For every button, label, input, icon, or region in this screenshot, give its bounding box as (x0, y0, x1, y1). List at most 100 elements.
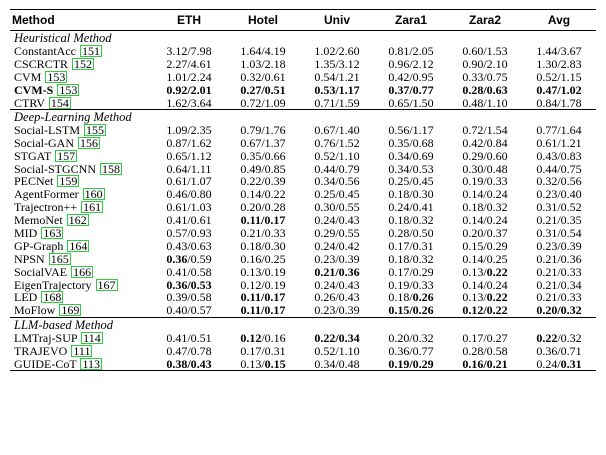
metric-cell-eth: 0.46/0.80 (166, 187, 212, 202)
citation-link[interactable]: 157 (55, 148, 78, 163)
citation-link[interactable]: 153 (45, 69, 68, 84)
metric-cell-eth: 2.27/4.61 (166, 56, 212, 71)
metric-cell-eth: 0.92/2.01 (166, 82, 212, 97)
metric-cell-hotel: 0.16/0.25 (240, 251, 286, 266)
method-name: CVM (14, 69, 42, 84)
metric-cell-zara1: 0.24/0.41 (388, 200, 434, 215)
metric-cell-univ: 0.23/0.39 (314, 303, 360, 318)
metric-cell-zara1: 0.42/0.95 (388, 69, 434, 84)
metric-cell-univ: 0.29/0.55 (314, 226, 360, 241)
citation-link[interactable]: 163 (41, 226, 64, 241)
metric-cell-zara2: 0.42/0.84 (462, 135, 508, 150)
citation-link[interactable]: 159 (57, 174, 80, 189)
metric-cell-avg: 0.84/1.78 (536, 95, 582, 110)
column-header-zara2: Zara2 (448, 9, 522, 31)
metric-cell-avg: 0.22/0.32 (536, 330, 582, 345)
method-name-cell: Trajectron++ 161 (10, 201, 152, 214)
metric-cell-eth: 3.12/7.98 (166, 43, 212, 58)
method-name-cell: CSCRCTR 152 (10, 57, 152, 70)
method-name: GP-Graph (14, 238, 64, 253)
citation-link[interactable]: 155 (84, 122, 106, 137)
metric-cell-hotel: 0.12/0.19 (240, 277, 286, 292)
method-name: EigenTrajectory (14, 277, 92, 292)
metric-cell-hotel: 0.49/0.85 (240, 161, 286, 176)
citation-link[interactable]: 154 (48, 95, 71, 110)
metric-cell-hotel: 0.11/0.17 (240, 213, 286, 228)
column-header-eth: ETH (152, 9, 226, 31)
metric-cell-avg: 0.23/0.39 (536, 238, 582, 253)
metric-cell-zara2: 0.18/0.32 (462, 200, 508, 215)
table-row: MoFlow 169 0.40/0.57 0.11/0.17 0.23/0.39 0.1… (10, 304, 596, 317)
citation-link[interactable]: 152 (72, 56, 95, 71)
table-row: CTRV 154 1.62/3.64 0.72/1.09 0.71/1.59 0.65/… (10, 96, 596, 109)
metric-cell-eth: 1.09/2.35 (166, 122, 212, 137)
metric-cell-zara2: 0.14/0.24 (462, 213, 508, 228)
metric-cell-zara1: 0.18/0.26 (388, 290, 434, 305)
metric-cell-hotel: 0.12/0.16 (240, 330, 286, 345)
metric-cell-univ: 0.22/0.34 (314, 330, 360, 345)
citation-link[interactable]: 114 (81, 330, 103, 345)
metric-cell-zara2: 0.13/0.22 (462, 264, 508, 279)
metric-cell-zara1: 0.18/0.30 (388, 187, 434, 202)
metric-cell-avg: 0.24/0.31 (522, 357, 596, 371)
metric-cell-eth: 0.41/0.61 (166, 213, 212, 228)
table-row: CSCRCTR 152 2.27/4.61 1.03/2.18 1.35/3.12 0.… (10, 57, 596, 70)
metric-cell-zara1: 0.18/0.32 (388, 213, 434, 228)
citation-link[interactable]: 153 (57, 82, 80, 97)
citation-link[interactable]: 167 (95, 277, 118, 292)
metric-cell-univ: 0.25/0.45 (314, 187, 360, 202)
metric-cell-eth: 0.87/1.62 (166, 135, 212, 150)
metric-cell-hotel: 0.11/0.17 (240, 303, 286, 318)
citation-link[interactable]: 161 (81, 200, 104, 215)
citation-link[interactable]: 166 (71, 264, 94, 279)
table-row: SocialVAE 166 0.41/0.58 0.13/0.19 0.21/0.36… (10, 265, 596, 278)
metric-cell-zara1: 0.25/0.45 (388, 174, 434, 189)
metric-cell-avg: 0.31/0.52 (536, 200, 582, 215)
citation-link[interactable]: 111 (71, 343, 93, 358)
metric-cell-zara2: 0.90/2.10 (462, 56, 508, 71)
metric-cell-zara1: 0.19/0.33 (388, 277, 434, 292)
citation-link[interactable]: 169 (59, 303, 82, 318)
method-name: Social-GAN (14, 135, 74, 150)
citation-link[interactable]: 168 (41, 290, 64, 305)
method-name: LED (14, 290, 38, 305)
metric-cell-avg: 0.31/0.54 (536, 226, 582, 241)
table-row: LED 168 0.39/0.58 0.11/0.17 0.26/0.43 0.18/0… (10, 291, 596, 304)
method-name: NPSN (14, 251, 45, 266)
table-row: MID 163 0.57/0.93 0.21/0.33 0.29/0.55 0.28/0… (10, 227, 596, 240)
citation-link[interactable]: 156 (78, 135, 100, 150)
metric-cell-hotel: 0.20/0.28 (240, 200, 286, 215)
citation-link[interactable]: 151 (80, 43, 102, 58)
metric-cell-zara2: 0.12/0.22 (462, 303, 508, 318)
method-name-cell: GUIDE-CoT 113 (10, 356, 152, 371)
table-row: GP-Graph 164 0.43/0.63 0.18/0.30 0.24/0.42 0… (10, 239, 596, 252)
metric-cell-zara1: 0.81/2.05 (388, 43, 434, 58)
metric-cell-univ: 0.24/0.43 (314, 277, 360, 292)
method-name: Social-STGCNN (14, 161, 96, 176)
citation-link[interactable]: 113 (80, 356, 102, 371)
metric-cell-avg: 0.23/0.40 (536, 187, 582, 202)
section-title: Heuristical Method (10, 30, 596, 45)
citation-link[interactable]: 158 (100, 161, 122, 176)
metric-cell-avg: 0.47/1.02 (536, 82, 582, 97)
metric-cell-univ: 0.67/1.40 (314, 122, 360, 137)
method-name: MoFlow (14, 303, 56, 318)
method-name: LMTraj-SUP (14, 330, 78, 345)
metric-cell-hotel: 1.03/2.18 (240, 56, 286, 71)
metric-cell-zara2: 0.14/0.24 (462, 187, 508, 202)
metric-cell-zara2: 0.29/0.60 (462, 148, 508, 163)
citation-link[interactable]: 164 (67, 238, 90, 253)
metric-cell-avg: 0.21/0.36 (536, 251, 582, 266)
metric-cell-avg: 0.36/0.71 (536, 343, 582, 358)
metric-cell-zara2: 0.19/0.33 (462, 174, 508, 189)
method-name-cell: MID 163 (10, 227, 152, 240)
citation-link[interactable]: 162 (66, 213, 89, 228)
metric-cell-hotel: 0.17/0.31 (240, 343, 286, 358)
citation-link[interactable]: 160 (82, 187, 105, 202)
citation-link[interactable]: 165 (48, 251, 71, 266)
metric-cell-univ: 0.44/0.79 (314, 161, 360, 176)
table-row: Trajectron++ 161 0.61/1.03 0.20/0.28 0.30/0… (10, 201, 596, 214)
metric-cell-zara1: 0.35/0.68 (388, 135, 434, 150)
metric-cell-avg: 0.43/0.83 (536, 148, 582, 163)
